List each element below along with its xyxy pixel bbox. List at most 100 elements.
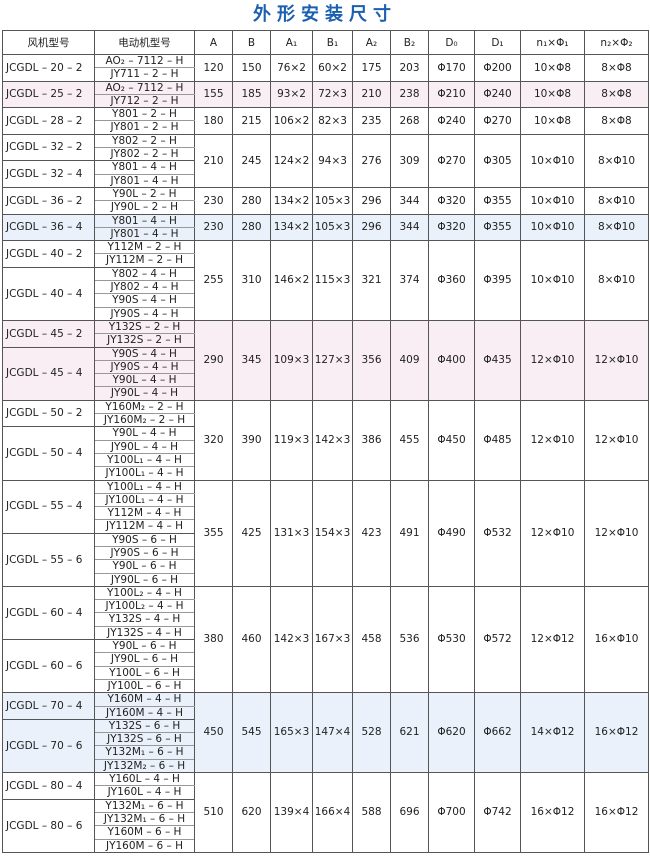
dimension-value: Φ320: [428, 213, 475, 242]
dimension-value: 14×Φ12: [520, 692, 585, 774]
dimension-value: 105×3: [312, 213, 353, 242]
table-row: JY801 – 4 – H: [3, 227, 649, 242]
dimension-value: 76×2: [270, 54, 313, 82]
motor-model: Y100L₁ – 4 – H: [94, 480, 195, 494]
motor-model: JY90L – 6 – H: [94, 573, 195, 587]
dimension-value: 12×Φ10: [520, 399, 585, 481]
dimension-value: 131×3: [270, 479, 313, 587]
dimension-value: Φ450: [428, 399, 475, 481]
motor-model: JY112M – 2 – H: [94, 253, 195, 268]
dimension-value: 105×3: [312, 186, 353, 215]
motor-model: Y160L – 4 – H: [94, 772, 195, 787]
motor-model: Y90L – 4 – H: [94, 373, 195, 388]
dimension-value: 12×Φ12: [520, 585, 585, 694]
dimension-value: 12×Φ10: [584, 399, 649, 481]
motor-model: JY712 – 2 – H: [94, 94, 195, 109]
dimension-value: 460: [232, 585, 271, 694]
dimension-value: 147×4: [312, 692, 353, 774]
dimension-value: Φ490: [428, 479, 475, 587]
motor-model: Y90L – 6 – H: [94, 639, 195, 654]
dimension-value: 309: [390, 133, 429, 188]
table-row: JCGDL – 70 – 4 Y160M – 4 – H 450 545 165×3 14…: [2, 692, 649, 774]
motor-model: Y90S – 6 – H: [94, 533, 195, 547]
table-row: JY801 – 2 – H: [3, 120, 649, 135]
fan-model: JCGDL – 80 – 6: [2, 798, 95, 853]
dimension-value: 276: [352, 133, 391, 188]
dimension-value: Φ700: [428, 772, 475, 853]
fan-model: JCGDL – 60 – 4: [2, 585, 95, 641]
dimension-value: 255: [194, 240, 233, 321]
motor-model: Y112M – 4 – H: [94, 506, 195, 521]
motor-model: Y100L – 6 – H: [94, 666, 195, 680]
fan-model: JCGDL – 45 – 4: [2, 346, 95, 401]
motor-model: JY90L – 4 – H: [94, 440, 195, 454]
dimension-value: 142×3: [312, 399, 353, 481]
table-row: JCGDL – 36 – 4 Y801 – 4 – H 230 280 134×2 105…: [2, 213, 649, 242]
dimension-value: Φ435: [474, 319, 521, 401]
fan-model: JCGDL – 32 – 4: [2, 160, 95, 188]
dimension-value: 10×Φ10: [520, 240, 585, 321]
table-row: Y112M – 4 – H: [3, 506, 649, 521]
motor-model: Y90L – 6 – H: [94, 559, 195, 574]
dimension-value: Φ240: [428, 107, 475, 135]
motor-model: Y100L₁ – 4 – H: [94, 453, 195, 468]
dimension-value: 380: [194, 585, 233, 694]
table-row: JY711 – 2 – H: [3, 67, 649, 82]
dimension-value: 155: [194, 80, 233, 109]
table-row: JCGDL – 40 – 2 Y112M – 2 – H 255 310 146×2 11…: [2, 240, 649, 321]
header-cell: B: [232, 30, 271, 55]
table-row: JCGDL – 32 – 4 Y801 – 4 – H: [2, 160, 649, 188]
fan-model: JCGDL – 45 – 2: [2, 319, 95, 348]
table-row: JY112M – 2 – H: [3, 253, 649, 268]
dimension-value: 8×Φ10: [584, 213, 649, 242]
table-row: Y132M₁ – 6 – H: [3, 745, 649, 760]
table-row: JY90L – 6 – H: [3, 573, 649, 587]
dimension-value: 139×4: [270, 772, 313, 853]
table-row: JCGDL – 80 – 4 Y160L – 4 – H 510 620 139×4 16…: [2, 772, 649, 853]
motor-model: JY100L₁ – 4 – H: [94, 466, 195, 481]
motor-model: Y801 – 4 – H: [94, 214, 195, 228]
table-row: JY801 – 4 – H: [3, 174, 649, 188]
dimension-table: 风机型号 电动机型号 A B A₁ B₁ A₂ B₂ D₀ D₁ n₁×Φ₁ n₂×Φ₂ JCGDL …: [2, 30, 649, 853]
table-row: JY90L – 2 – H: [3, 200, 649, 215]
table-row: Y160M – 6 – H: [3, 825, 649, 840]
motor-model: Y801 – 4 – H: [94, 160, 195, 175]
motor-model: Y132S – 4 – H: [94, 612, 195, 627]
dimension-value: 8×Φ8: [584, 107, 649, 135]
dimension-value: 390: [232, 399, 271, 481]
dimension-value: 115×3: [312, 240, 353, 321]
table-row: JCGDL – 25 – 2 AO₂ – 7112 – H 155 185 93×2 72…: [2, 80, 649, 109]
dimension-value: 374: [390, 240, 429, 321]
table-row: JY802 – 4 – H: [3, 280, 649, 295]
table-row: JY100L₂ – 4 – H: [3, 599, 649, 614]
table-body: JCGDL – 20 – 2 AO₂ – 7112 – H 120 150 76×2 60…: [2, 54, 649, 853]
dimension-value: Φ305: [474, 133, 521, 188]
motor-model: JY100L – 6 – H: [94, 679, 195, 694]
dimension-value: 106×2: [270, 107, 313, 135]
header-cell: B₂: [390, 30, 429, 55]
fan-model: JCGDL – 55 – 6: [2, 532, 95, 587]
fan-model: JCGDL – 70 – 4: [2, 692, 95, 720]
dimension-value: 210: [194, 133, 233, 188]
dimension-value: 165×3: [270, 692, 313, 774]
dimension-value: 458: [352, 585, 391, 694]
table-row: JY160M – 4 – H: [3, 706, 649, 720]
dimension-value: 280: [232, 213, 271, 242]
dimension-value: 545: [232, 692, 271, 774]
table-row: JCGDL – 50 – 4 Y90L – 4 – H: [2, 426, 649, 481]
dimension-value: 245: [232, 133, 271, 188]
dimension-value: 215: [232, 107, 271, 135]
dimension-value: 280: [232, 186, 271, 215]
dimension-value: 16×Φ12: [584, 772, 649, 853]
dimension-value: Φ200: [474, 54, 521, 82]
header-cell: D₀: [428, 30, 475, 55]
dimension-value: 290: [194, 319, 233, 401]
dimension-value: 12×Φ10: [584, 479, 649, 587]
dimension-value: 142×3: [270, 585, 313, 694]
motor-model: JY132S – 6 – H: [94, 732, 195, 747]
dimension-value: 355: [194, 479, 233, 587]
header-cell: B₁: [312, 30, 353, 55]
table-row: Y100L – 6 – H: [3, 666, 649, 680]
dimension-value: 150: [232, 54, 271, 82]
dimension-value: 345: [232, 319, 271, 401]
